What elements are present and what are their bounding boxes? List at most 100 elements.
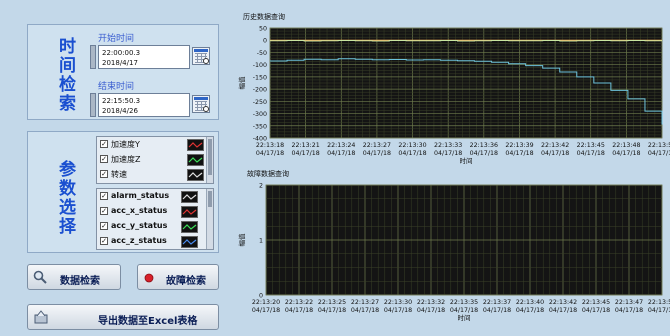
x-tick-label: 04/17/18 xyxy=(318,307,346,314)
fault-search-button[interactable]: 故障检索 xyxy=(137,264,219,290)
plot-style-icon[interactable] xyxy=(181,206,198,218)
x-tick-label: 04/17/18 xyxy=(417,307,445,314)
end-time-label: 结束时间 xyxy=(98,82,135,92)
checkbox[interactable]: ✓ xyxy=(100,237,108,245)
fault-search-label: 故障检索 xyxy=(166,276,206,287)
x-tick-label: 04/17/18 xyxy=(450,307,478,314)
y-axis-label: 幅值 xyxy=(237,233,246,247)
plot-style-icon[interactable] xyxy=(181,236,198,248)
param-select-panel: 参数选择 ✓ 加速度Y ✓ 加速度Z ✓ 转速 xyxy=(27,131,219,253)
list-item[interactable]: ✓ 加速度Y xyxy=(97,137,213,152)
y-tick-label: -200 xyxy=(253,87,267,94)
history-chart[interactable]: 500-50-100-150-200-250-300-350-40022:13:… xyxy=(236,20,670,172)
list-item[interactable]: ✓ acc_y_status xyxy=(97,219,213,234)
y-axis-label: 幅值 xyxy=(237,76,246,90)
checkbox[interactable]: ✓ xyxy=(100,192,108,200)
param-label: 加速度Z xyxy=(111,155,141,164)
param-label: acc_y_status xyxy=(111,221,168,230)
y-tick-label: 2 xyxy=(259,183,263,190)
x-tick-label: 04/17/18 xyxy=(541,150,569,157)
plot-style-icon[interactable] xyxy=(187,169,204,181)
end-time-field[interactable]: 22:15:50.3 2018/4/26 xyxy=(98,93,190,117)
y-tick-label: -350 xyxy=(253,123,267,130)
y-tick-label: 50 xyxy=(259,26,267,33)
param-label: alarm_status xyxy=(111,191,170,200)
param-list-1-scrollbar[interactable] xyxy=(206,137,213,183)
x-tick-label: 22:13:45 xyxy=(577,142,605,149)
x-tick-label: 22:13:40 xyxy=(516,299,544,306)
time-search-title: 时间检索 xyxy=(55,37,75,113)
x-tick-label: 04/17/18 xyxy=(291,150,319,157)
start-time-field[interactable]: 22:00:00.3 2018/4/17 xyxy=(98,45,190,69)
x-tick-label: 22:13:37 xyxy=(483,299,511,306)
x-tick-label: 04/17/18 xyxy=(363,150,391,157)
checkbox[interactable]: ✓ xyxy=(100,155,108,163)
x-tick-label: 04/17/18 xyxy=(327,150,355,157)
checkbox[interactable]: ✓ xyxy=(100,207,108,215)
y-tick-label: -150 xyxy=(253,74,267,81)
param-list-2[interactable]: ✓ alarm_status ✓ acc_x_status ✓ acc_y_st… xyxy=(96,188,214,250)
y-tick-label: 1 xyxy=(259,238,263,245)
y-tick-label: -400 xyxy=(253,136,267,143)
history-chart-title: 历史数据查询 xyxy=(243,13,285,21)
list-item[interactable]: ✓ alarm_status xyxy=(97,189,213,204)
x-tick-label: 04/17/18 xyxy=(470,150,498,157)
x-tick-label: 04/17/18 xyxy=(648,307,670,314)
data-search-button[interactable]: 数据检索 xyxy=(27,264,121,290)
x-tick-label: 22:13:32 xyxy=(417,299,445,306)
x-tick-label: 22:13:33 xyxy=(434,142,462,149)
plot-style-icon[interactable] xyxy=(181,221,198,233)
x-tick-label: 22:13:21 xyxy=(291,142,319,149)
start-time-spinner[interactable] xyxy=(90,45,96,69)
checkbox[interactable]: ✓ xyxy=(100,140,108,148)
param-list-1[interactable]: ✓ 加速度Y ✓ 加速度Z ✓ 转速 xyxy=(96,136,214,184)
x-tick-label: 22:13:36 xyxy=(470,142,498,149)
checkbox[interactable]: ✓ xyxy=(100,170,108,178)
x-tick-label: 22:13:20 xyxy=(252,299,280,306)
x-tick-label: 22:13:47 xyxy=(615,299,643,306)
param-label: 转速 xyxy=(111,170,127,179)
export-excel-label: 导出数据至Excel表格 xyxy=(98,316,198,327)
x-axis-label: 时间 xyxy=(460,156,473,165)
x-tick-label: 04/17/18 xyxy=(615,307,643,314)
y-tick-label: -50 xyxy=(257,50,267,57)
list-item[interactable]: ✓ acc_z_status xyxy=(97,234,213,249)
x-tick-label: 22:13:18 xyxy=(256,142,284,149)
export-icon xyxy=(34,310,48,324)
checkbox[interactable]: ✓ xyxy=(100,222,108,230)
end-calendar-icon[interactable] xyxy=(192,95,210,113)
y-tick-label: -300 xyxy=(253,111,267,118)
fault-chart-title: 故障数据查询 xyxy=(247,170,289,178)
start-calendar-icon[interactable] xyxy=(192,47,210,65)
x-tick-label: 22:13:24 xyxy=(327,142,355,149)
x-tick-label: 22:13:42 xyxy=(549,299,577,306)
x-tick-label: 22:13:35 xyxy=(450,299,478,306)
x-tick-label: 04/17/18 xyxy=(648,150,670,157)
fault-chart[interactable]: 21022:13:2004/17/1822:13:2204/17/1822:13… xyxy=(236,177,670,333)
list-item[interactable]: ✓ 转速 xyxy=(97,167,213,182)
list-item[interactable]: ✓ 加速度Z xyxy=(97,152,213,167)
x-tick-label: 04/17/18 xyxy=(612,150,640,157)
param-list-2-scrollbar[interactable] xyxy=(206,189,213,249)
start-time-label: 开始时间 xyxy=(98,34,135,44)
x-tick-label: 22:13:51 xyxy=(648,142,670,149)
start-date-value: 2018/4/17 xyxy=(102,59,138,67)
x-tick-label: 04/17/18 xyxy=(505,150,533,157)
param-label: acc_z_status xyxy=(111,236,167,245)
x-tick-label: 04/17/18 xyxy=(483,307,511,314)
plot-style-icon[interactable] xyxy=(187,139,204,151)
list-item[interactable]: ✓ acc_x_status xyxy=(97,204,213,219)
y-tick-label: -250 xyxy=(253,99,267,106)
x-tick-label: 22:13:42 xyxy=(541,142,569,149)
series-line-2 xyxy=(270,58,663,125)
end-time-value: 22:15:50.3 xyxy=(102,97,141,105)
search-icon xyxy=(33,270,47,284)
plot-style-icon[interactable] xyxy=(187,154,204,166)
param-select-title: 参数选择 xyxy=(55,160,75,236)
plot-style-icon[interactable] xyxy=(181,191,198,203)
y-tick-label: 0 xyxy=(259,293,263,300)
x-tick-label: 22:13:39 xyxy=(505,142,533,149)
x-tick-label: 04/17/18 xyxy=(549,307,577,314)
export-excel-button[interactable]: 导出数据至Excel表格 xyxy=(27,304,219,330)
end-time-spinner[interactable] xyxy=(90,93,96,117)
